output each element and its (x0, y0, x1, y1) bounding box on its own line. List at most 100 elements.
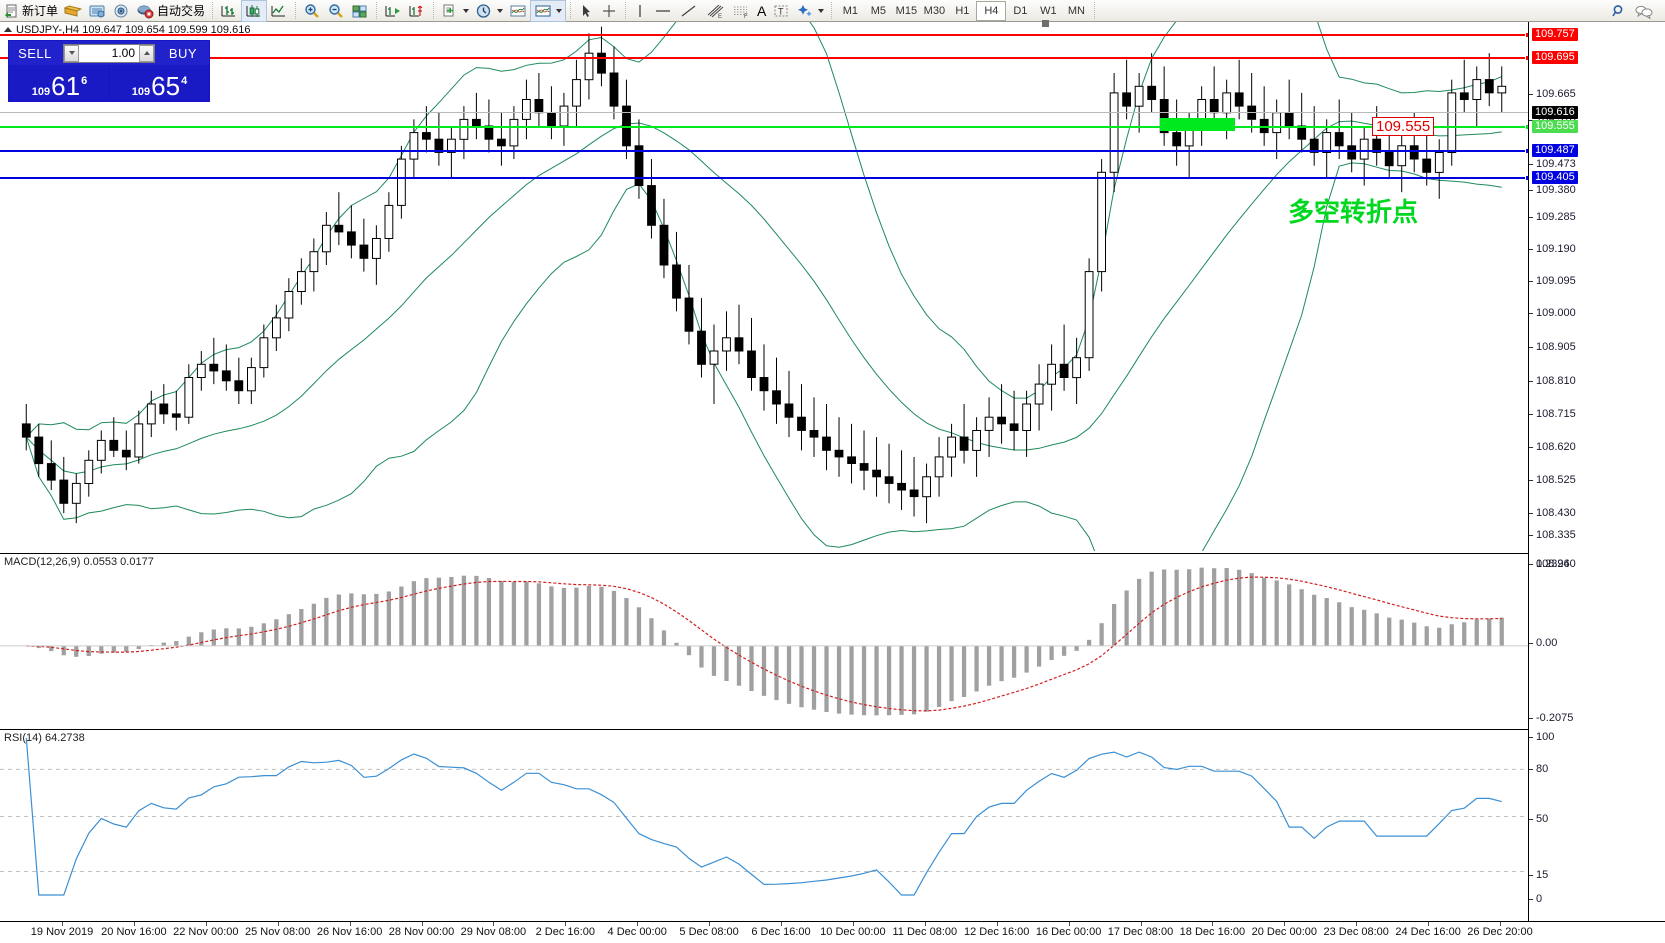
level-line-resistance-2[interactable] (0, 57, 1528, 59)
rsi-pane[interactable]: RSI(14) 64.2738 (0, 729, 1528, 905)
level-line-support-blue-2[interactable] (0, 177, 1528, 179)
timeframe-m15[interactable]: M15 (895, 4, 918, 17)
text-label-icon: T (772, 3, 790, 19)
zoom-out-button[interactable] (324, 1, 348, 21)
volume-value[interactable]: 1.00 (111, 46, 135, 60)
time-axis[interactable]: 19 Nov 2019 20 Nov 16:00 22 Nov 00:00 25 No… (0, 921, 1665, 943)
text-button[interactable]: A (754, 1, 769, 21)
objects-icon (796, 3, 814, 19)
level-handle-support-blue-1[interactable] (1525, 148, 1528, 154)
price-tick-mark (1529, 447, 1533, 448)
timeframe-mn[interactable]: MN (1067, 4, 1085, 17)
equidistant-channel-button[interactable]: E (702, 1, 728, 21)
indicator-chevron-down-icon[interactable] (556, 8, 563, 13)
candlestick-chart-button[interactable] (241, 0, 268, 22)
rsi-tick-label-2: 50 (1536, 813, 1549, 825)
auto-scroll-button[interactable] (405, 1, 429, 21)
crosshair-icon (600, 3, 618, 19)
sell-price-quote[interactable]: 109 61 6 (10, 65, 108, 100)
objects-chevron-down-icon[interactable] (818, 8, 825, 13)
timeframe-m1[interactable]: M1 (842, 4, 859, 17)
buy-price-quote[interactable]: 109 65 4 (110, 65, 208, 100)
period-button[interactable] (472, 1, 506, 21)
chart-collapse-icon[interactable] (4, 27, 12, 32)
price-tag-support-blue-1[interactable]: 109.487 (1532, 144, 1578, 157)
zoom-in-button[interactable] (300, 1, 324, 21)
timeframe-d1[interactable]: D1 (1013, 4, 1028, 17)
toolbar-separator-5 (570, 1, 572, 20)
volume-decrease-button[interactable] (64, 44, 79, 62)
chat-button[interactable] (1631, 1, 1657, 21)
level-handle-support-blue-2[interactable] (1525, 175, 1528, 181)
one-click-trading-panel[interactable]: SELL 1.00 BUY 109 61 6 (8, 40, 210, 102)
timeframe-w1[interactable]: W1 (1040, 4, 1057, 17)
level-line-resistance-1[interactable] (0, 34, 1528, 36)
objects-button[interactable] (793, 1, 827, 21)
sell-price-main: 61 (51, 71, 81, 101)
object-handle[interactable] (1042, 20, 1049, 27)
level-line-support-blue-1[interactable] (0, 150, 1528, 152)
templates-chevron-down-icon[interactable] (463, 8, 470, 13)
price-tag-resistance-2[interactable]: 109.695 (1532, 51, 1578, 64)
hline-button[interactable] (650, 1, 676, 21)
time-tick-mark (349, 922, 351, 926)
vline-button[interactable] (630, 1, 650, 21)
sell-button[interactable]: SELL (18, 45, 52, 61)
price-tag-support-green[interactable]: 109.555 (1532, 120, 1578, 133)
indicators-button[interactable] (506, 1, 530, 21)
folder-button[interactable] (61, 1, 85, 21)
chart-window[interactable]: USDJPY-,H4 109.647 109.654 109.599 109.6… (0, 20, 1665, 943)
level-handle-resistance-1[interactable] (1525, 32, 1528, 38)
volume-field[interactable]: 1.00 (63, 43, 155, 63)
price-tick-mark (1529, 164, 1533, 165)
time-tick-label-8: 4 Dec 00:00 (607, 926, 667, 938)
timeframe-m30[interactable]: M30 (923, 4, 946, 17)
price-tick-label-14: 108.335 (1536, 529, 1576, 541)
search-button[interactable] (1607, 1, 1631, 21)
timeframe-m5[interactable]: M5 (870, 4, 887, 17)
price-tag-bid-line[interactable]: 109.616 (1532, 106, 1578, 119)
level-handle-support-green[interactable] (1525, 124, 1528, 130)
indicator-list-button[interactable] (530, 0, 567, 22)
highlight-rectangle[interactable] (1160, 118, 1235, 131)
price-pane[interactable] (0, 22, 1528, 551)
toolbar-separator-4 (433, 1, 435, 20)
terminal-icon (88, 3, 106, 19)
buy-button[interactable]: BUY (168, 45, 198, 61)
price-tick-label-13: 108.430 (1536, 507, 1576, 519)
price-scale[interactable]: 109.665109.570109.473109.380109.285109.1… (1528, 22, 1665, 921)
chart-annotation-text[interactable]: 多空转折点 (1288, 197, 1419, 227)
time-tick-label-20: 26 Dec 20:00 (1467, 926, 1533, 938)
period-chevron-down-icon[interactable] (497, 8, 504, 13)
time-tick-mark (1212, 922, 1214, 926)
tile-windows-button[interactable] (348, 1, 372, 21)
fibonacci-button[interactable]: F (728, 1, 754, 21)
timeframe-h4[interactable]: H4 (976, 0, 1007, 21)
line-chart-icon (270, 3, 288, 19)
chart-shift-button[interactable] (381, 1, 405, 21)
navigator-button[interactable] (109, 1, 133, 21)
line-chart-button[interactable] (267, 1, 291, 21)
price-tag-support-blue-2[interactable]: 109.405 (1532, 171, 1578, 184)
text-label-button[interactable]: T (769, 1, 793, 21)
buy-price-integer: 109 (131, 86, 151, 98)
navigator-icon (112, 3, 130, 19)
volume-increase-button[interactable] (139, 44, 154, 62)
bar-chart-button[interactable] (217, 1, 241, 21)
new-order-button[interactable]: 新订单 (0, 1, 61, 21)
crosshair-button[interactable] (597, 1, 621, 21)
autotrading-button[interactable]: 自动交易 (133, 1, 208, 21)
trendline-button[interactable] (676, 1, 702, 21)
time-tick-label-11: 10 Dec 00:00 (820, 926, 886, 938)
level-handle-resistance-2[interactable] (1525, 55, 1528, 61)
cursor-button[interactable] (575, 1, 597, 21)
templates-button[interactable] (438, 1, 472, 21)
macd-pane[interactable]: MACD(12,26,9) 0.0553 0.0177 (0, 553, 1528, 727)
level-line-bid-line[interactable] (0, 112, 1528, 113)
fibonacci-icon: F (731, 3, 751, 19)
level-line-support-green[interactable] (0, 126, 1528, 128)
timeframe-h1[interactable]: H1 (955, 4, 970, 17)
terminal-button[interactable] (85, 1, 109, 21)
price-callout-label[interactable]: 109.555 (1372, 117, 1435, 136)
price-tag-resistance-1[interactable]: 109.757 (1532, 28, 1578, 41)
